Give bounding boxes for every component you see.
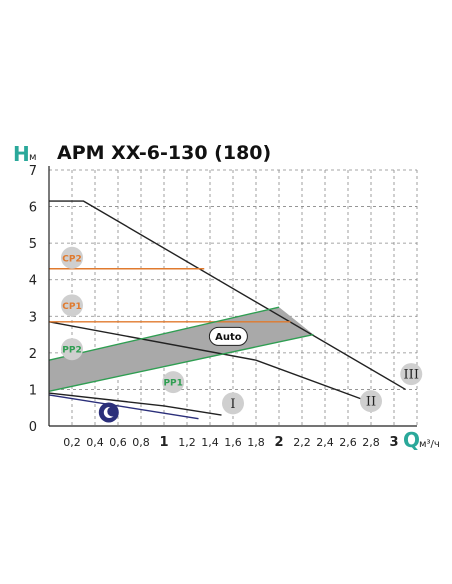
y-tick-labels: 0 1 2 3 4 5 6 7	[29, 164, 37, 435]
x-axis-unit: м³/ч	[419, 439, 440, 450]
label-badge-pp2	[61, 338, 83, 361]
y-tick-label: 2	[29, 347, 37, 362]
label-pp2: PP2	[62, 346, 81, 356]
x-tick-label: 3	[389, 435, 398, 450]
series-line-i	[48, 394, 199, 420]
auto-region	[49, 307, 314, 392]
x-tick-label: 1	[159, 435, 168, 450]
x-tick-label: 1,6	[224, 436, 242, 449]
chart-title: APM XX-6-130 (180)	[57, 142, 271, 164]
speed-badge	[360, 390, 382, 413]
label-auto: Auto	[215, 332, 242, 343]
x-tick-label: 2,6	[339, 436, 357, 449]
x-tick-labels: 0,2 0,4 0,6 0,8 1 1,2 1,4 1,6 1,8 2 2,2 2,4 2,6 2,8 3	[63, 435, 398, 450]
x-tick-label: 2,8	[362, 436, 380, 449]
x-tick-label: 0,6	[109, 436, 127, 449]
x-tick-label: 2	[274, 435, 283, 450]
y-axis-symbol: H	[13, 142, 30, 166]
x-tick-label: 1,2	[178, 436, 196, 449]
speed-badge	[222, 392, 244, 415]
y-axis-unit: м	[29, 152, 37, 163]
label-badge-pp1	[162, 371, 185, 394]
x-tick-label: 2,4	[316, 436, 334, 449]
y-tick-label: 4	[29, 274, 37, 289]
label-badge-cp1	[61, 294, 83, 317]
y-tick-label: 7	[29, 164, 37, 179]
x-tick-label: 2,2	[293, 436, 311, 449]
x-axis-symbol: Q	[403, 428, 420, 452]
label-pp1: PP1	[163, 379, 182, 389]
label-cp2: CP2	[62, 254, 81, 264]
speed-label-iii: III	[404, 368, 419, 383]
y-tick-label: 0	[29, 420, 37, 435]
axes	[48, 166, 417, 427]
y-tick-label: 6	[29, 201, 37, 216]
y-tick-label: 1	[29, 383, 37, 398]
label-cp1: CP1	[62, 302, 81, 312]
auto-region-polygon	[49, 307, 314, 392]
series-line-pp2	[48, 306, 280, 361]
auto-badge	[208, 326, 248, 346]
series-line-pp1	[48, 333, 314, 392]
speed-label-ii: II	[366, 395, 376, 410]
x-tick-label: 1,8	[247, 436, 265, 449]
x-tick-label: 0,8	[132, 436, 150, 449]
y-tick-label: 5	[29, 237, 37, 252]
moon-shadow	[107, 406, 118, 417]
x-tick-label: 1,4	[201, 436, 219, 449]
series-line-ii	[48, 392, 222, 416]
x-tick-label: 0,4	[86, 436, 104, 449]
grid	[49, 169, 418, 426]
series-lines	[48, 200, 406, 420]
label-badge-cp2	[61, 246, 83, 269]
speed-badge	[400, 363, 423, 386]
x-tick-label: 0,2	[63, 436, 81, 449]
y-tick-label: 3	[29, 310, 37, 325]
series-line-max	[49, 200, 406, 391]
series-line-iii	[48, 321, 366, 402]
speed-label-i: I	[230, 397, 235, 412]
